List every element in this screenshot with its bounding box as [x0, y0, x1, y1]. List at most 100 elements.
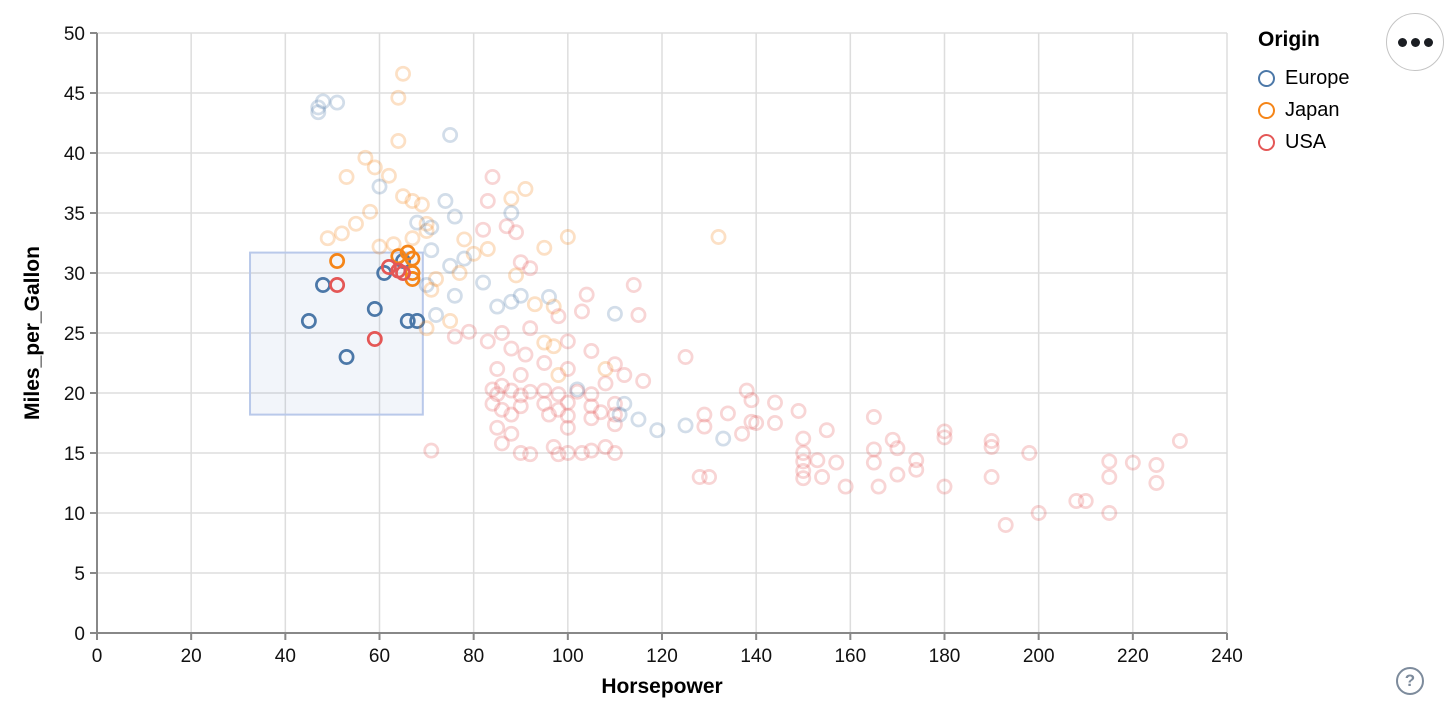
data-point[interactable] [380, 167, 397, 184]
data-point[interactable] [559, 394, 576, 411]
data-point[interactable] [649, 422, 666, 439]
data-point[interactable] [310, 104, 327, 121]
data-point[interactable] [333, 225, 350, 242]
data-point[interactable] [428, 271, 444, 287]
data-point[interactable] [423, 219, 440, 236]
data-point[interactable] [479, 333, 496, 350]
data-point[interactable] [489, 419, 506, 436]
data-point[interactable] [493, 435, 510, 452]
data-point[interactable] [616, 395, 633, 412]
data-point[interactable] [574, 303, 590, 320]
data-point[interactable] [1101, 469, 1118, 485]
data-point[interactable] [889, 440, 906, 457]
data-point[interactable] [399, 313, 416, 329]
data-point[interactable] [362, 203, 379, 220]
data-point[interactable] [329, 94, 346, 111]
data-point[interactable] [390, 89, 407, 106]
data-point[interactable] [428, 307, 444, 323]
data-point[interactable] [936, 423, 953, 440]
data-point[interactable] [442, 313, 459, 329]
data-point[interactable] [508, 267, 524, 284]
data-point[interactable] [983, 469, 1000, 485]
data-point[interactable] [493, 377, 510, 394]
data-point[interactable] [767, 394, 783, 411]
data-point[interactable] [536, 395, 553, 412]
data-point[interactable] [550, 308, 567, 325]
data-point[interactable] [489, 386, 506, 403]
data-point[interactable] [461, 323, 477, 340]
data-point[interactable] [395, 188, 411, 205]
data-point[interactable] [409, 313, 426, 329]
data-point[interactable] [541, 289, 557, 305]
data-point[interactable] [446, 287, 463, 304]
data-point[interactable] [442, 127, 459, 143]
data-point[interactable] [366, 301, 383, 317]
data-point[interactable] [1101, 505, 1118, 521]
data-point[interactable] [616, 367, 633, 383]
data-point[interactable] [456, 250, 473, 267]
data-point[interactable] [1148, 475, 1165, 491]
data-point[interactable] [870, 478, 887, 495]
data-point[interactable] [545, 298, 562, 315]
data-point[interactable] [550, 367, 567, 383]
data-point[interactable] [865, 454, 882, 471]
data-point[interactable] [710, 229, 727, 245]
data-point[interactable] [390, 133, 407, 149]
data-point[interactable] [1068, 493, 1085, 509]
data-point[interactable] [385, 236, 402, 253]
data-point[interactable] [315, 93, 331, 110]
data-point[interactable] [503, 340, 520, 357]
data-point[interactable] [545, 338, 562, 355]
data-point[interactable] [983, 433, 1000, 449]
data-point[interactable] [884, 431, 901, 448]
options-menu-button[interactable] [1386, 13, 1444, 71]
data-point[interactable] [559, 445, 576, 461]
data-point[interactable] [442, 257, 459, 274]
data-point[interactable] [865, 441, 882, 458]
data-point[interactable] [475, 274, 492, 291]
data-point[interactable] [395, 65, 411, 82]
data-point[interactable] [503, 293, 520, 310]
data-point[interactable] [503, 205, 520, 221]
data-point[interactable] [484, 395, 501, 412]
data-point[interactable] [512, 398, 529, 415]
data-point[interactable] [1148, 457, 1165, 473]
data-point[interactable] [366, 331, 383, 347]
data-point[interactable] [437, 193, 454, 209]
data-point[interactable] [583, 343, 600, 359]
data-point[interactable] [517, 346, 534, 363]
data-point[interactable] [413, 196, 430, 213]
data-point[interactable] [1124, 454, 1141, 471]
data-point[interactable] [795, 463, 812, 479]
data-point[interactable] [418, 320, 435, 337]
data-point[interactable] [357, 149, 374, 166]
data-point[interactable] [559, 333, 576, 350]
data-point[interactable] [404, 193, 421, 209]
data-point[interactable] [418, 223, 435, 239]
data-point[interactable] [611, 406, 628, 423]
data-point[interactable] [828, 454, 845, 471]
data-point[interactable] [748, 415, 765, 431]
data-point[interactable] [630, 307, 647, 323]
data-point[interactable] [409, 214, 426, 231]
data-point[interactable] [583, 442, 600, 459]
data-point[interactable] [446, 208, 463, 225]
data-point[interactable] [550, 386, 567, 403]
data-point[interactable] [550, 446, 567, 463]
data-point[interactable] [606, 445, 623, 461]
data-point[interactable] [545, 439, 562, 455]
data-point[interactable] [366, 159, 383, 176]
data-point[interactable] [503, 190, 520, 207]
data-point[interactable] [790, 403, 807, 419]
data-point[interactable] [484, 169, 501, 185]
data-point[interactable] [418, 215, 435, 232]
data-point[interactable] [1021, 445, 1038, 461]
data-point[interactable] [574, 445, 590, 461]
data-point[interactable] [583, 410, 600, 427]
data-point[interactable] [338, 169, 355, 185]
data-point[interactable] [503, 425, 520, 442]
data-point[interactable] [1030, 505, 1047, 521]
data-point[interactable] [371, 238, 388, 255]
data-point[interactable] [423, 442, 440, 459]
